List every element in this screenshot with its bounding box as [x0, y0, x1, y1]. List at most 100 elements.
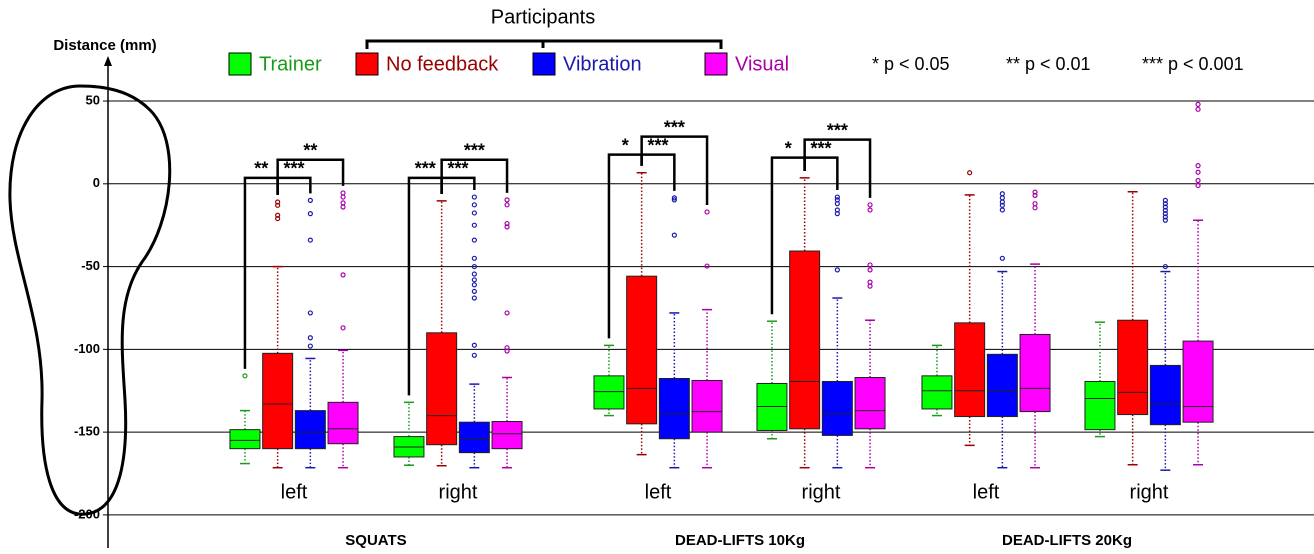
outlier	[1033, 206, 1037, 210]
outlier	[341, 191, 345, 195]
significance-label: ***	[827, 120, 848, 140]
outlier	[341, 326, 345, 330]
box	[987, 354, 1017, 416]
outlier	[1196, 107, 1200, 111]
legend-swatch	[705, 53, 727, 75]
outlier	[308, 344, 312, 348]
outlier	[505, 203, 509, 207]
significance-label: ***	[447, 159, 468, 179]
significance-label: ***	[283, 159, 304, 179]
legend-label: Visual	[735, 53, 789, 75]
outlier	[472, 278, 476, 282]
outlier	[868, 268, 872, 272]
box	[1085, 381, 1115, 429]
significance-label: ***	[464, 141, 485, 161]
box	[295, 411, 325, 449]
box	[1118, 320, 1148, 414]
box	[822, 381, 852, 435]
outlier	[868, 208, 872, 212]
y-tick-label: -150	[74, 424, 100, 439]
significance-bracket	[278, 178, 311, 195]
outlier	[341, 201, 345, 205]
x-tick-label: right	[802, 481, 841, 503]
legend-label: No feedback	[386, 53, 499, 75]
outlier	[472, 211, 476, 215]
x-tick-label: left	[645, 481, 672, 503]
significance-label: ***	[647, 135, 668, 155]
y-axis-label: Distance (mm)	[53, 37, 156, 54]
outlier	[341, 195, 345, 199]
outlier	[705, 210, 709, 214]
legend-swatch	[356, 53, 378, 75]
box	[627, 276, 657, 424]
box	[594, 376, 624, 409]
legend-bracket	[367, 41, 721, 49]
outlier	[1000, 256, 1004, 260]
group-label: DEAD-LIFTS 10Kg	[675, 532, 805, 549]
outlier	[1196, 179, 1200, 183]
outlier	[472, 256, 476, 260]
chart: Distance (mm) Participants 500-50-100-15…	[0, 0, 1314, 554]
x-tick-label: left	[973, 481, 1000, 503]
y-tick-label: 50	[86, 92, 100, 107]
outlier	[472, 353, 476, 357]
significance-label: *	[785, 138, 792, 158]
significance-legend: * p < 0.05	[872, 54, 950, 74]
outlier	[672, 233, 676, 237]
outlier	[1196, 170, 1200, 174]
outlier	[341, 273, 345, 277]
foot-outline	[10, 86, 170, 514]
box	[328, 402, 358, 443]
y-tick-label: 0	[93, 175, 100, 190]
outlier	[308, 311, 312, 315]
box	[790, 251, 820, 429]
significance-label: **	[303, 141, 317, 161]
outlier	[1196, 164, 1200, 168]
box	[922, 376, 952, 409]
outlier	[835, 268, 839, 272]
outlier	[868, 203, 872, 207]
box	[263, 353, 293, 448]
outlier	[505, 198, 509, 202]
box	[230, 430, 260, 449]
outlier	[308, 336, 312, 340]
significance-bracket	[245, 178, 278, 369]
outlier	[1000, 192, 1004, 196]
significance-label: ***	[664, 117, 685, 137]
outlier	[472, 283, 476, 287]
outlier	[472, 296, 476, 300]
outlier	[472, 289, 476, 293]
x-tick-label: right	[439, 481, 478, 503]
outlier	[472, 343, 476, 347]
outlier	[1033, 202, 1037, 206]
outlier	[308, 198, 312, 202]
box	[492, 422, 522, 449]
significance-label: *	[622, 135, 629, 155]
x-tick-label: left	[281, 481, 308, 503]
group-label: DEAD-LIFTS 20Kg	[1002, 532, 1132, 549]
outlier	[968, 171, 972, 175]
y-tick-label: -100	[74, 341, 100, 356]
box	[659, 378, 689, 438]
y-tick-label: -50	[81, 258, 100, 273]
significance-legend: ** p < 0.01	[1006, 54, 1091, 74]
y-tick-label: -200	[74, 506, 100, 521]
box	[427, 333, 457, 445]
box	[459, 422, 489, 452]
box	[1183, 341, 1213, 422]
box	[1020, 334, 1050, 411]
y-axis-arrow	[104, 56, 112, 66]
legend-swatch	[229, 53, 251, 75]
box	[692, 380, 722, 432]
legend-swatch	[533, 53, 555, 75]
outlier	[472, 238, 476, 242]
outlier	[1000, 196, 1004, 200]
significance-bracket	[805, 158, 838, 190]
outlier	[472, 223, 476, 227]
significance-bracket	[442, 178, 475, 194]
outlier	[1196, 102, 1200, 106]
outlier	[308, 212, 312, 216]
outlier	[1000, 208, 1004, 212]
legend-label: Trainer	[259, 53, 322, 75]
significance-legend: *** p < 0.001	[1142, 54, 1244, 74]
